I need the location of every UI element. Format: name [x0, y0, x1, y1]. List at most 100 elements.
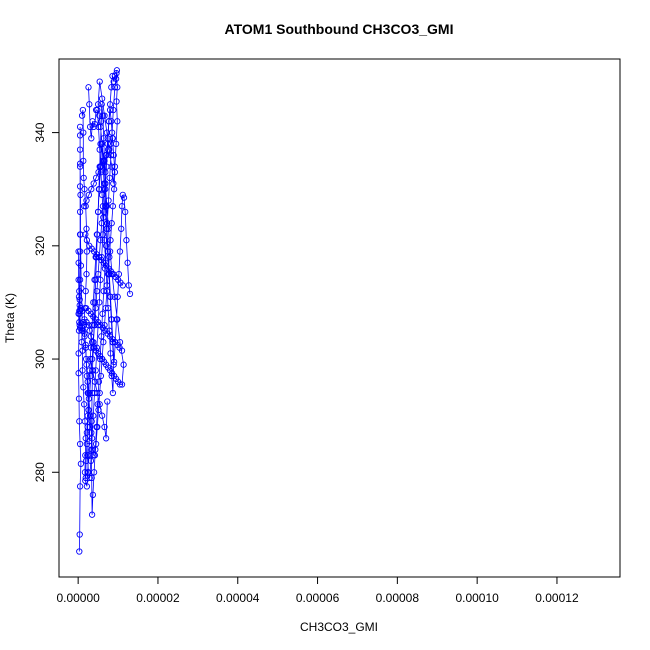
data-point: [87, 344, 95, 351]
data-point: [109, 389, 117, 397]
series-line-6: [89, 358, 108, 439]
data-point: [80, 157, 87, 165]
data-point: [98, 355, 106, 363]
data-point: [97, 163, 105, 170]
data-point: [83, 361, 90, 368]
data-point: [111, 72, 119, 80]
data-point: [103, 225, 110, 232]
data-point: [97, 276, 104, 283]
data-point: [91, 276, 98, 283]
data-point: [95, 169, 102, 176]
data-point: [108, 372, 115, 380]
data-point: [88, 435, 96, 442]
data-point: [95, 378, 103, 385]
data-point: [76, 483, 84, 490]
y-tick-label: 320: [33, 235, 47, 255]
data-point: [77, 262, 85, 269]
data-point: [76, 276, 84, 283]
data-point: [75, 395, 83, 402]
data-point: [80, 129, 87, 136]
data-point: [88, 474, 95, 482]
data-point: [126, 290, 134, 298]
data-point: [98, 412, 106, 419]
data-point: [100, 157, 107, 165]
data-point: [89, 367, 96, 374]
data-point: [88, 186, 95, 193]
x-tick-label: 0.00010: [455, 591, 499, 605]
data-point: [105, 118, 113, 125]
data-point: [110, 106, 117, 114]
data-point: [96, 401, 103, 408]
data-point: [106, 174, 113, 182]
data-point: [80, 384, 87, 391]
data-point: [86, 327, 93, 334]
data-point: [88, 511, 96, 518]
data-point: [98, 118, 105, 125]
data-point: [83, 237, 91, 244]
data-point: [83, 197, 90, 204]
data-point: [88, 355, 96, 363]
data-point: [80, 319, 87, 326]
data-point: [102, 203, 109, 210]
series-line-4: [85, 307, 123, 351]
data-point: [86, 474, 93, 482]
data-point: [94, 106, 101, 114]
data-point: [96, 299, 103, 306]
data-point: [77, 191, 84, 199]
data-point: [90, 180, 97, 187]
x-tick-label: 0.00000: [56, 591, 100, 605]
data-point: [100, 338, 107, 346]
data-point: [110, 361, 117, 368]
data-point: [102, 186, 109, 193]
chart-title: ATOM1 Southbound CH3CO3_GMI: [225, 21, 454, 37]
data-point: [125, 282, 132, 289]
data-point: [104, 248, 111, 255]
data-point: [100, 135, 107, 142]
data-point: [108, 316, 115, 323]
data-point: [88, 135, 95, 142]
data-point: [80, 321, 88, 329]
data-point: [76, 296, 83, 303]
data-point: [109, 135, 117, 142]
data-point: [89, 491, 97, 499]
series-line-2: [86, 70, 118, 478]
data-point: [98, 191, 106, 199]
data-point: [82, 287, 89, 295]
data-point: [92, 367, 99, 374]
data-point: [107, 237, 114, 244]
x-tick-label: 0.00004: [216, 591, 260, 605]
data-point: [118, 347, 126, 354]
data-point: [94, 208, 102, 216]
data-point: [88, 321, 96, 329]
data-point: [82, 474, 89, 482]
y-tick-label: 340: [33, 122, 47, 142]
data-point: [90, 123, 97, 131]
data-point: [79, 106, 87, 114]
data-point: [102, 435, 110, 442]
data-point: [112, 75, 120, 82]
data-point: [80, 203, 88, 210]
data-point: [92, 174, 100, 182]
data-point: [101, 237, 108, 244]
data-point: [88, 418, 95, 425]
data-point: [76, 440, 84, 448]
data-point: [108, 84, 115, 91]
data-point: [106, 253, 113, 261]
series-4: [82, 304, 126, 354]
x-tick-label: 0.00012: [535, 591, 579, 605]
data-point: [83, 225, 90, 232]
data-point: [86, 355, 94, 363]
data-point: [114, 118, 121, 125]
data-point: [111, 293, 118, 300]
data-point: [111, 84, 119, 91]
data-point: [92, 440, 100, 448]
data-point: [91, 378, 99, 385]
series-3: [82, 231, 126, 289]
data-point: [114, 293, 121, 300]
data-point: [123, 237, 130, 244]
data-point: [81, 186, 88, 193]
data-point: [107, 350, 114, 357]
data-point: [83, 248, 91, 255]
data-point: [77, 460, 85, 467]
data-point: [90, 412, 97, 419]
